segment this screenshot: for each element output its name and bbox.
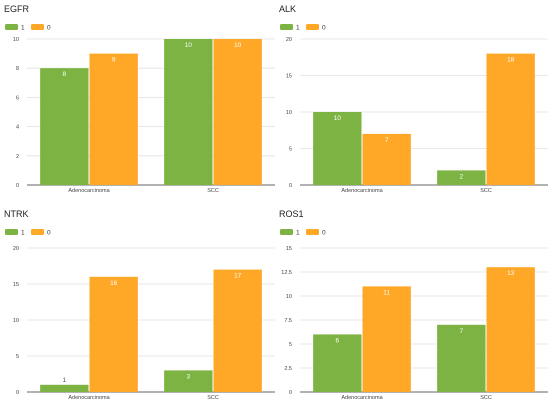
data-label: 7 [385,137,389,144]
legend-label-0: 0 [322,25,326,32]
x-category-label: Adenocarcinoma [341,188,383,194]
x-category-label: Adenocarcinoma [68,395,110,401]
bar-0-scc [213,39,262,185]
y-tick-label: 10 [286,110,292,116]
data-label: 10 [334,115,342,122]
legend-label-1: 1 [296,25,300,32]
legend-swatch-0 [306,229,319,235]
y-tick-label: 4 [16,125,19,131]
bar-1-adenocarcinoma [313,112,362,185]
data-label: 17 [234,273,242,280]
legend-label-0: 0 [322,230,326,237]
chart-title: ALK [279,4,296,14]
y-tick-label: 20 [286,37,292,43]
bar-0-adenocarcinoma [362,286,411,392]
data-label: 2 [460,173,464,180]
y-tick-label: 0 [16,183,19,189]
y-tick-label: 0 [289,390,292,396]
bar-0-adenocarcinoma [89,276,138,392]
y-tick-label: 5 [16,354,19,360]
y-tick-label: 15 [13,282,19,288]
y-tick-label: 6 [16,95,19,101]
data-label: 7 [460,328,464,335]
data-label: 13 [507,270,515,277]
chart-title: EGFR [4,4,30,14]
legend-label-0: 0 [47,25,51,32]
legend-swatch-1 [5,229,18,235]
data-label: 16 [110,280,118,287]
y-tick-label: 10 [13,318,19,324]
chart-title: ROS1 [279,209,304,219]
y-tick-label: 15 [286,246,292,252]
bar-1-scc [437,170,486,185]
x-category-label: SCC [480,395,492,401]
y-tick-label: 2 [16,154,19,160]
legend-label-1: 1 [21,230,25,237]
y-tick-label: 10 [286,294,292,300]
legend-label-1: 1 [21,25,25,32]
data-label: 10 [185,42,193,49]
y-tick-label: 0 [289,183,292,189]
y-tick-label: 12.5 [281,270,292,276]
x-category-label: Adenocarcinoma [341,395,383,401]
data-label: 18 [507,57,515,64]
y-tick-label: 8 [16,66,19,72]
x-category-label: SCC [480,188,492,194]
x-category-label: SCC [207,188,219,194]
bar-1-scc [164,39,213,185]
data-label: 10 [234,42,242,49]
legend-swatch-0 [31,24,44,30]
legend-swatch-1 [280,229,293,235]
legend-swatch-0 [31,229,44,235]
legend-swatch-0 [306,24,319,30]
y-tick-label: 7.5 [284,318,292,324]
bar-0-scc [486,53,535,185]
data-label: 8 [63,71,67,78]
legend-swatch-1 [280,24,293,30]
bar-0-adenocarcinoma [362,133,411,185]
x-category-label: SCC [207,395,219,401]
y-tick-label: 15 [286,74,292,80]
bar-1-adenocarcinoma [40,68,89,185]
data-label: 9 [112,57,116,64]
bar-0-scc [486,267,535,392]
y-tick-label: 20 [13,246,19,252]
bar-1-scc [164,370,213,392]
data-label: 1 [63,377,67,384]
data-label: 11 [383,289,390,296]
legend-swatch-1 [5,24,18,30]
bar-0-adenocarcinoma [89,53,138,185]
data-label: 3 [187,373,191,380]
y-tick-label: 10 [13,37,19,43]
data-label: 6 [336,337,340,344]
chart-title: NTRK [4,209,29,219]
y-tick-label: 2.5 [284,366,292,372]
legend-label-1: 1 [296,230,300,237]
bar-0-scc [213,269,262,392]
bar-1-scc [437,324,486,392]
bar-1-adenocarcinoma [313,334,362,392]
bar-1-adenocarcinoma [40,384,89,392]
legend-label-0: 0 [47,230,51,237]
y-tick-label: 5 [289,147,292,153]
y-tick-label: 0 [16,390,19,396]
x-category-label: Adenocarcinoma [68,188,110,194]
y-tick-label: 5 [289,342,292,348]
